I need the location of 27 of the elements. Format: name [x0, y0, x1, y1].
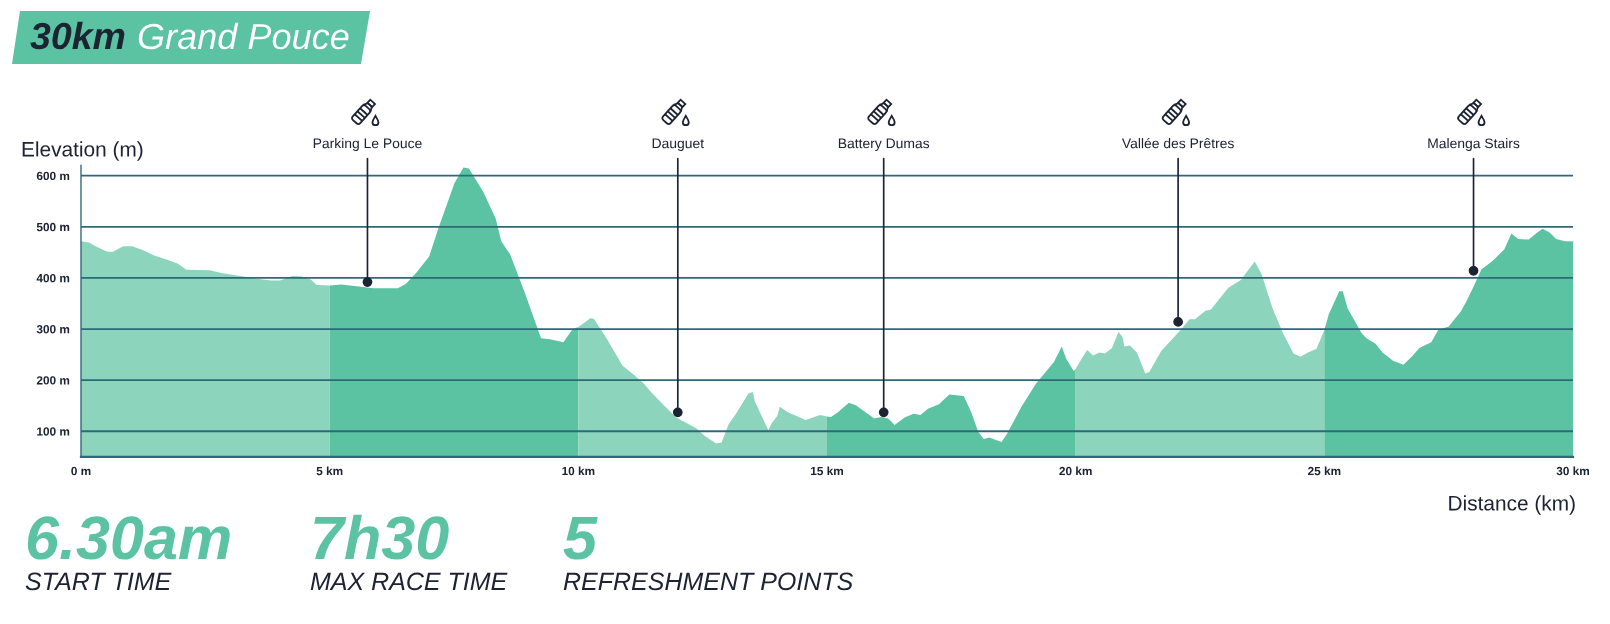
text: 5: [563, 516, 598, 560]
text: REFRESHMENT POINTS: [563, 572, 854, 591]
y-tick-label: 500 m: [36, 222, 70, 232]
y-tick-label: 400 m: [36, 273, 70, 283]
x-tick-label: 0 m: [71, 466, 91, 476]
x-tick-label: 20 km: [1059, 466, 1092, 476]
x-tick-label: 15 km: [811, 466, 844, 476]
text: 6.30am: [27, 516, 230, 560]
y-tick-label: 600 m: [36, 171, 70, 181]
y-tick-label: 300 m: [36, 325, 70, 334]
annotation: Battery Dumas: [838, 138, 930, 151]
x-tick-label: 5 km: [316, 466, 343, 476]
x-axis-title: Distance (km): [1449, 495, 1575, 515]
annotation: Parking Le Pouce: [313, 138, 422, 151]
y-tick-label: 200 m: [36, 376, 70, 385]
text: MAX RACE TIME: [310, 572, 508, 591]
annotation: Malenga Stairs: [1428, 138, 1520, 151]
text: 7h30: [314, 514, 449, 560]
x-tick-label: 30 km: [1556, 466, 1590, 476]
chart-title: 30km Grand Pouce: [30, 21, 349, 50]
text: START TIME: [25, 572, 172, 591]
annotation: Vallée des Prêtres: [1121, 137, 1234, 149]
y-axis-title: Elevation (m): [22, 141, 143, 161]
x-tick-label: 25 km: [1308, 466, 1341, 476]
y-tick-label: 100 m: [37, 427, 70, 436]
annotation: Dauguet: [652, 138, 704, 151]
x-tick-label: 10 km: [562, 466, 595, 476]
